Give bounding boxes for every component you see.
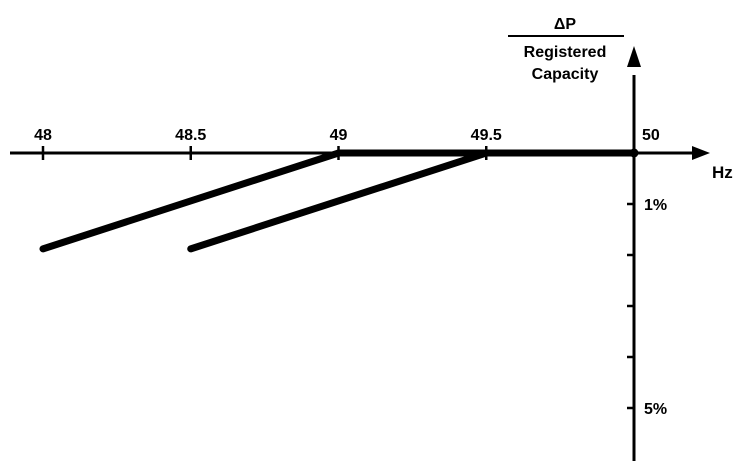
x-tick-label: 48.5 xyxy=(175,127,206,144)
x-tick-label: 50 xyxy=(642,127,660,144)
y-axis-label-denominator-line1: Registered xyxy=(524,44,607,61)
y-axis-label-denominator-line2: Capacity xyxy=(532,66,599,83)
x-axis-arrowhead xyxy=(692,146,710,160)
y-axis-arrowhead xyxy=(627,46,641,67)
x-axis-label: Hz xyxy=(712,163,733,182)
x-ticks: 48 48.5 49 49.5 50 xyxy=(34,127,660,160)
y-axis-label-numerator: ΔP xyxy=(554,16,577,33)
y-ticks: 1% 5% xyxy=(627,197,667,418)
x-tick-label: 49.5 xyxy=(471,127,502,144)
x-tick-label: 48 xyxy=(34,127,52,144)
series-line-2 xyxy=(187,149,638,253)
y-tick-label: 1% xyxy=(644,197,667,214)
y-axis-label: ΔP Registered Capacity xyxy=(508,16,624,83)
x-tick-label: 49 xyxy=(330,127,348,144)
y-tick-label: 5% xyxy=(644,401,667,418)
series-group xyxy=(39,148,639,253)
origin-point xyxy=(629,148,639,158)
axes xyxy=(10,46,710,461)
